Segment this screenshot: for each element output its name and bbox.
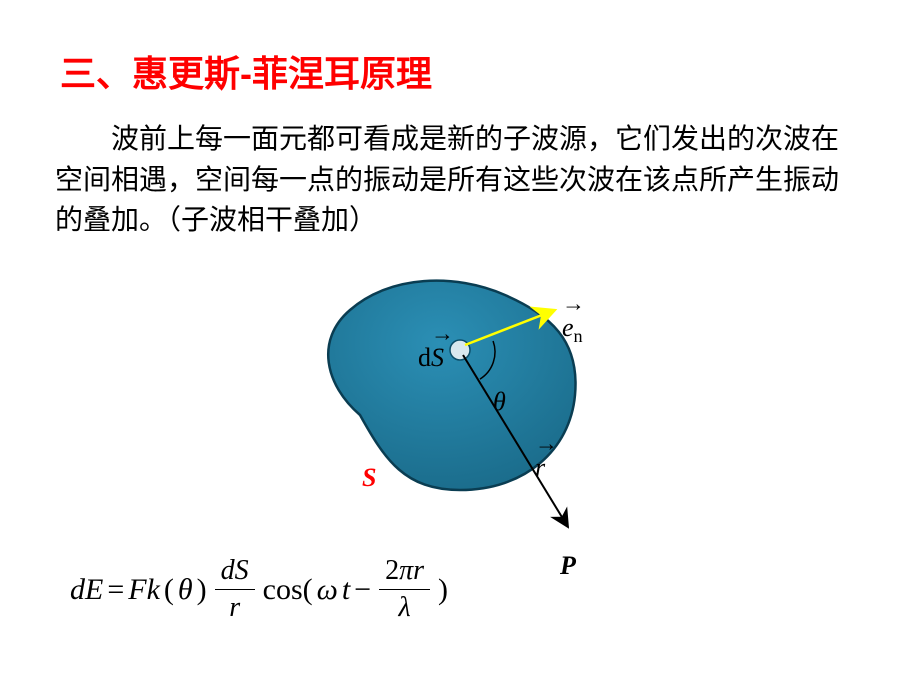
body-paragraph: 波前上每一面元都可看成是新的子波源，它们发出的次波在空间相遇，空间每一点的振动是…	[55, 120, 865, 242]
eq-equals: =	[107, 573, 124, 607]
eq-close: )	[438, 573, 448, 607]
huygens-diagram: dS en θ S r P	[280, 255, 660, 555]
diagram-svg	[280, 255, 660, 555]
label-en: en	[562, 313, 583, 347]
eq-theta: θ	[178, 573, 193, 607]
heading-title: 三、惠更斯-菲涅耳原理	[60, 45, 432, 97]
label-theta: θ	[493, 387, 506, 417]
equation: dE = Fk ( θ ) dS r cos( ω t − 2πr λ )	[70, 555, 448, 624]
eq-frac1-num: dS	[215, 555, 255, 590]
eq-cos: cos(	[263, 573, 313, 607]
label-S: S	[362, 463, 376, 493]
eq-frac2-num: 2πr	[379, 555, 430, 590]
eq-Fk: Fk	[128, 573, 160, 607]
eq-frac2: 2πr λ	[379, 555, 430, 624]
eq-minus: −	[354, 573, 371, 607]
label-P: P	[560, 551, 576, 581]
eq-frac1: dS r	[215, 555, 255, 624]
eq-frac1-den: r	[223, 590, 246, 624]
eq-frac2-den: λ	[392, 590, 416, 624]
label-dS: dS	[418, 343, 444, 373]
eq-lparen1: (	[164, 573, 174, 607]
eq-t: t	[342, 573, 350, 607]
eq-omega: ω	[317, 573, 338, 607]
eq-rparen1: )	[197, 573, 207, 607]
eq-dE: dE	[70, 573, 103, 607]
label-r: r	[535, 453, 545, 483]
